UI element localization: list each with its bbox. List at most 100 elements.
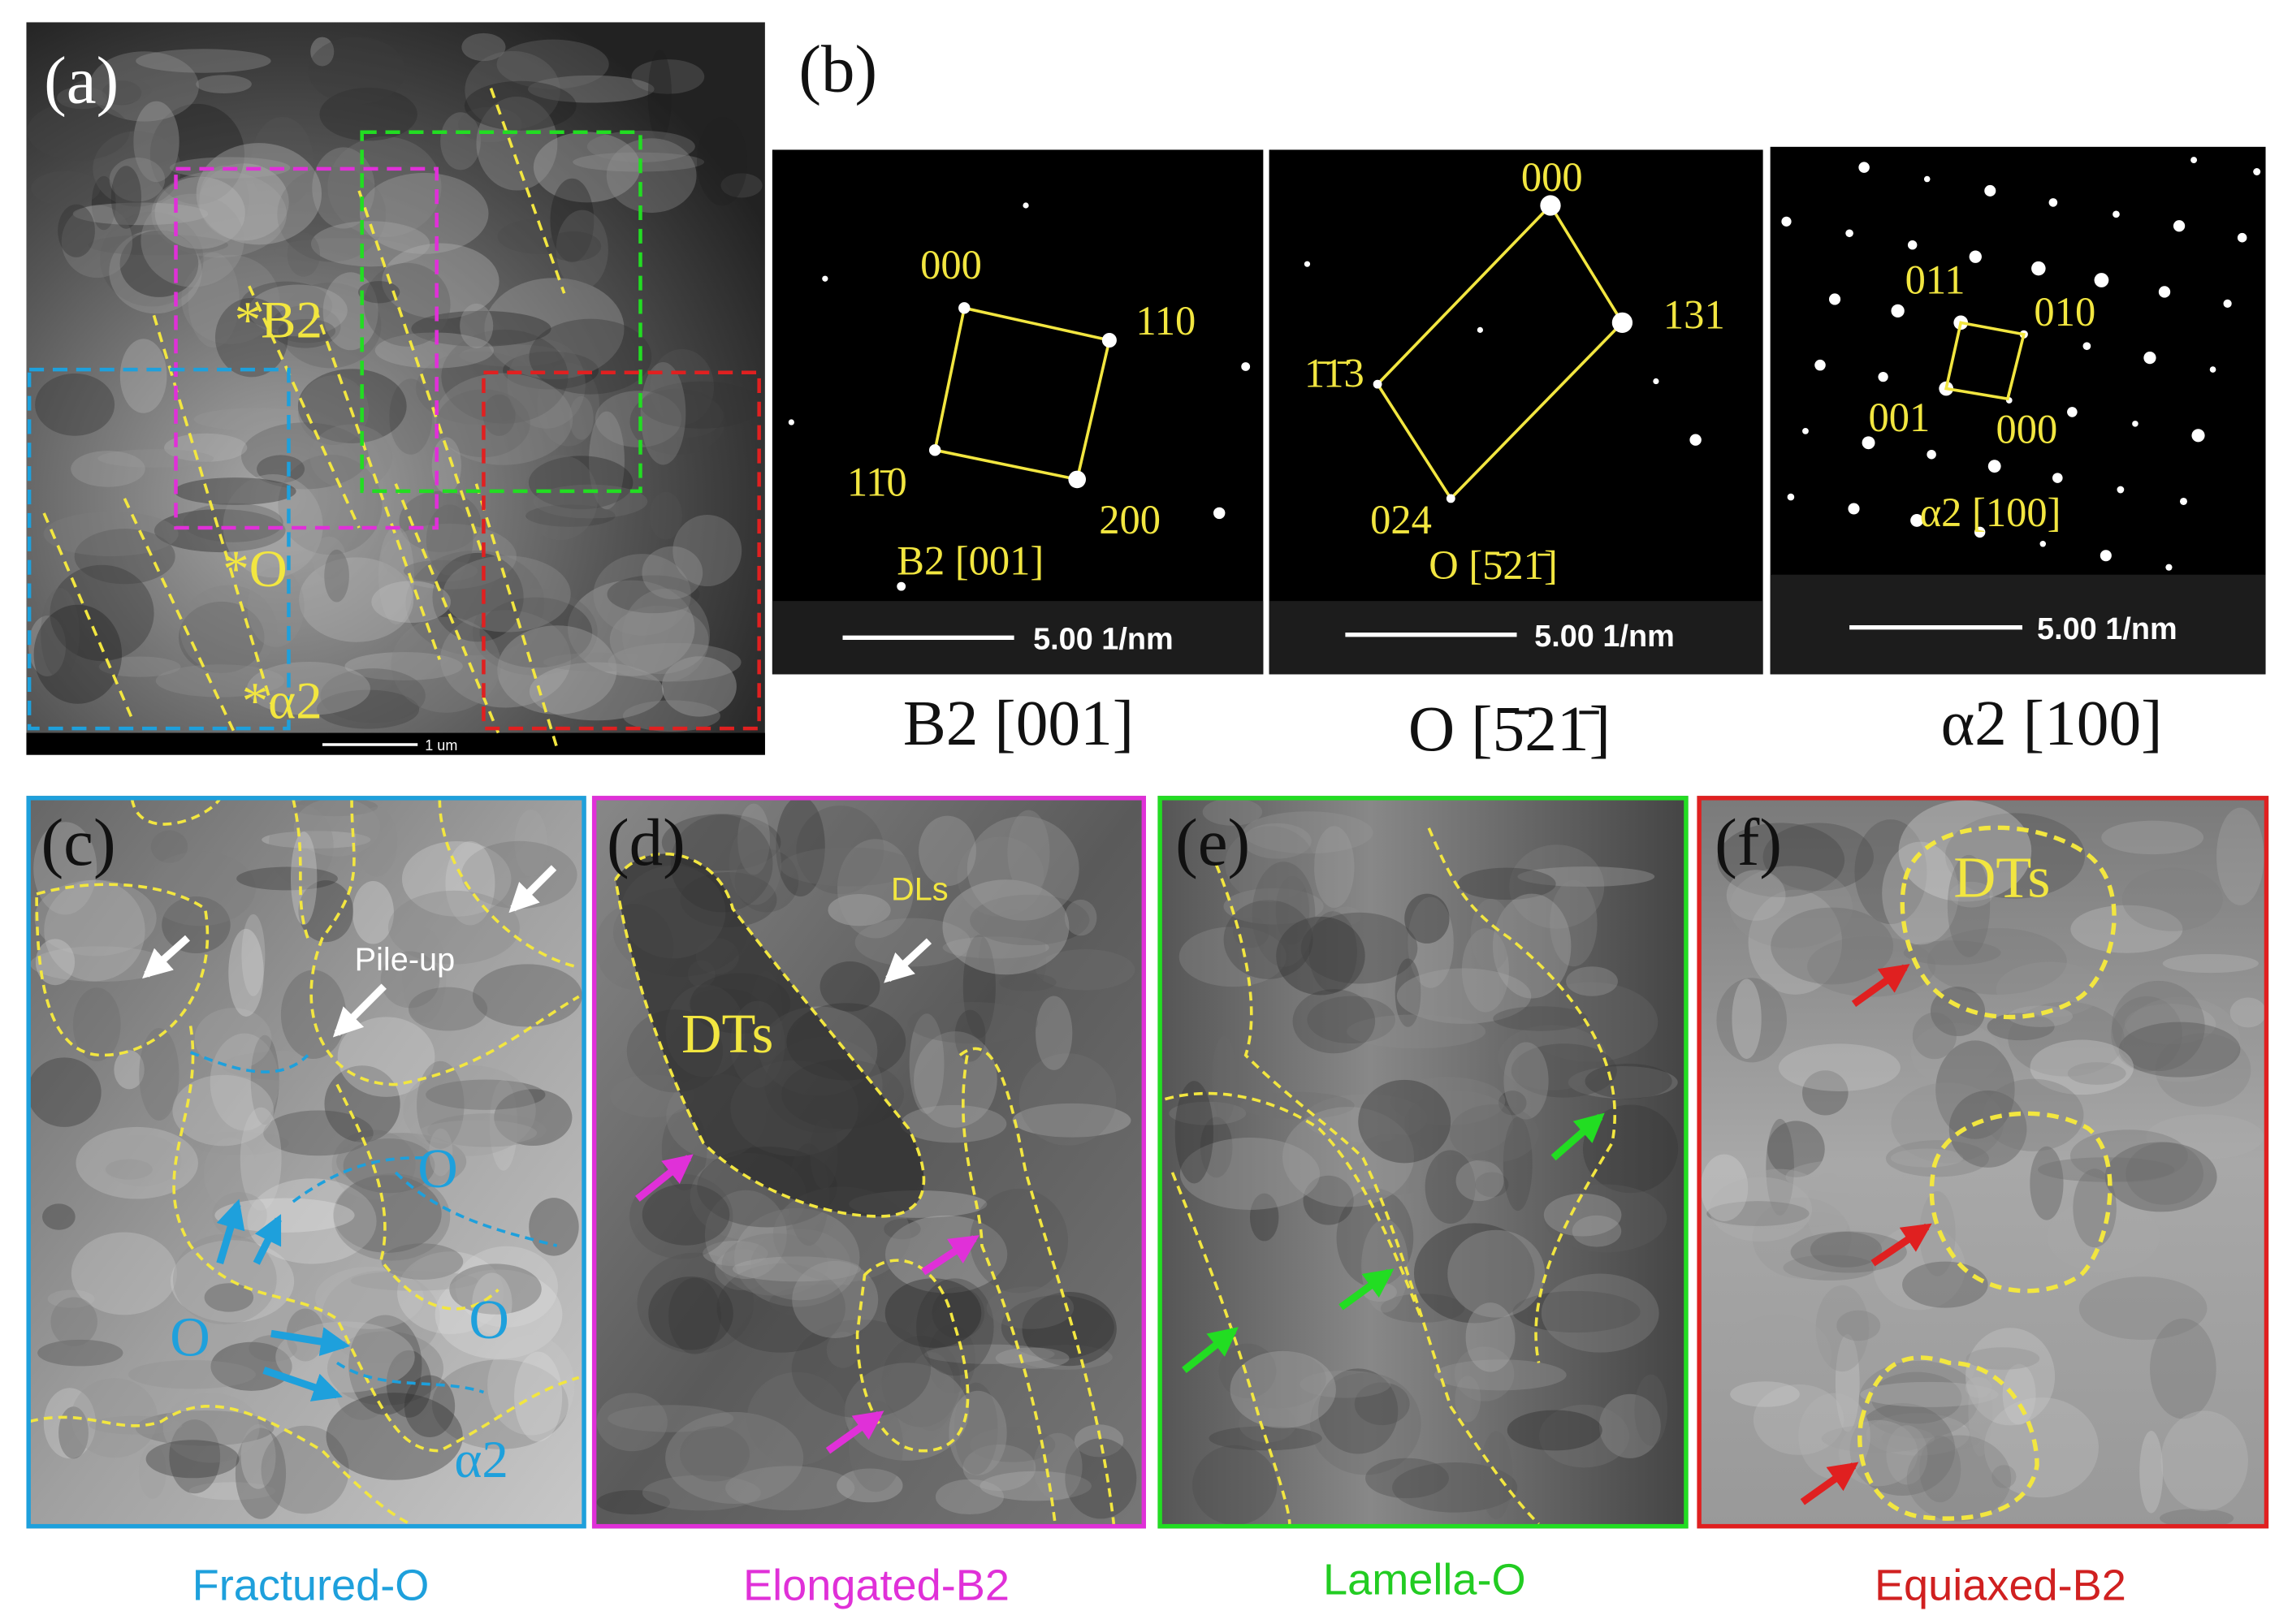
- texture-blob: [102, 80, 142, 106]
- texture-blob: [1202, 798, 1263, 826]
- texture-blob: [274, 238, 414, 263]
- texture-blob: [141, 193, 244, 287]
- texture-blob: [364, 262, 451, 347]
- spot: [2237, 232, 2247, 243]
- annotation: O: [469, 1289, 509, 1350]
- texture-blob: [1492, 893, 1572, 999]
- pattern-3: 011 010 001 000 α2 [100] 5.00 1/nm: [1770, 146, 2266, 675]
- texture-blob: [183, 503, 283, 542]
- spot: [2132, 421, 2138, 427]
- texture-blob: [980, 1471, 1092, 1501]
- texture-blob: [1538, 1404, 1629, 1468]
- texture-blob: [649, 394, 724, 438]
- spot-label: 200: [1099, 497, 1161, 542]
- texture-blob: [2112, 980, 2205, 1072]
- texture-blob: [529, 662, 664, 721]
- phase-lines: [42, 88, 566, 749]
- spot: [2113, 210, 2120, 218]
- texture-blob: [1753, 1384, 1844, 1455]
- texture-blob: [1036, 949, 1135, 991]
- micrograph: [1697, 796, 2269, 1529]
- texture-blob: [942, 879, 1070, 975]
- texture-blob: [1036, 996, 1073, 1070]
- texture-blob: [567, 580, 695, 676]
- texture-blob: [2002, 1363, 2036, 1425]
- spot: [2052, 473, 2063, 483]
- texture-blob: [476, 97, 558, 191]
- texture-blob: [1457, 867, 1556, 901]
- texture-blob: [1454, 1346, 1515, 1402]
- texture-blob: [1200, 1116, 1233, 1178]
- texture-blob: [277, 166, 387, 262]
- texture-blob: [796, 806, 884, 895]
- spot: [2143, 352, 2156, 365]
- texture-blob: [589, 411, 625, 510]
- texture-blob: [1396, 968, 1532, 1024]
- texture-blob: [1493, 1006, 1589, 1031]
- pattern-caption: α2 [100]: [1941, 688, 2163, 759]
- texture-blob: [1455, 1376, 1481, 1423]
- texture-blob: [780, 847, 916, 887]
- texture-blob: [2229, 997, 2267, 1028]
- texture-blob: [210, 1033, 279, 1131]
- texture-blob: [622, 588, 711, 682]
- texture-blob: [1447, 1229, 1546, 1318]
- texture-blob: [401, 840, 512, 917]
- texture-blob: [61, 205, 133, 279]
- texture-blob: [381, 1243, 464, 1280]
- texture-blob: [41, 588, 80, 679]
- texture-blob: [455, 1246, 558, 1328]
- texture-blob: [494, 1089, 573, 1147]
- texture-blob: [1798, 1393, 1870, 1479]
- panel-c: (c) Pile-up O O O α2: [26, 796, 586, 1529]
- texture-blob: [162, 896, 231, 954]
- texture-blob: [2139, 1431, 2164, 1514]
- zone-label: B2 [001]: [897, 538, 1044, 584]
- texture-blob: [128, 1359, 256, 1389]
- texture-blob: [1064, 899, 1097, 936]
- texture-blob: [1012, 1103, 1131, 1138]
- texture-blob: [1802, 1070, 1849, 1116]
- spot: [1923, 175, 1931, 183]
- texture-blob: [240, 1107, 282, 1211]
- texture-blob: [1307, 996, 1396, 1044]
- texture-blob: [1018, 1345, 1113, 1370]
- texture-blob: [596, 1393, 668, 1452]
- texture-blob: [1748, 889, 1843, 995]
- texture-blob: [429, 1128, 453, 1177]
- texture-blob: [935, 1479, 1004, 1514]
- texture-blob: [957, 836, 1044, 917]
- texture-blob: [1358, 1079, 1451, 1164]
- pattern-bg: [772, 149, 1264, 675]
- texture-blob: [2008, 1001, 2125, 1077]
- texture-blob: [2067, 1062, 2126, 1085]
- phase-label: *α2: [242, 672, 322, 731]
- arrows: [216, 1199, 351, 1402]
- phase-label: *B2: [235, 291, 322, 349]
- texture-blob: [1858, 1360, 1979, 1439]
- texture-blob: [1919, 1436, 1961, 1503]
- texture-blob: [199, 165, 249, 235]
- texture-blob: [900, 1104, 1007, 1143]
- texture-blob: [1252, 862, 1316, 967]
- texture-blob: [721, 1233, 828, 1296]
- texture-blob: [336, 1133, 467, 1190]
- texture-blob: [1425, 1150, 1476, 1224]
- texture-blob: [98, 656, 181, 677]
- texture-blob: [497, 218, 585, 254]
- grain-boundaries: [614, 852, 1116, 1525]
- arrows: [635, 1154, 980, 1454]
- texture-blob: [262, 831, 371, 849]
- texture-blob: [661, 656, 737, 717]
- grain-boundaries: [1164, 827, 1616, 1526]
- texture-blob: [441, 329, 569, 424]
- texture-blob: [734, 849, 799, 913]
- texture-blob: [828, 894, 891, 926]
- texture-blob: [1308, 911, 1357, 993]
- texture-blob: [74, 529, 175, 585]
- texture-blob: [240, 422, 369, 490]
- texture-blob: [458, 857, 560, 879]
- texture-blob: [1498, 1025, 1607, 1091]
- arrows: [1800, 964, 1932, 1505]
